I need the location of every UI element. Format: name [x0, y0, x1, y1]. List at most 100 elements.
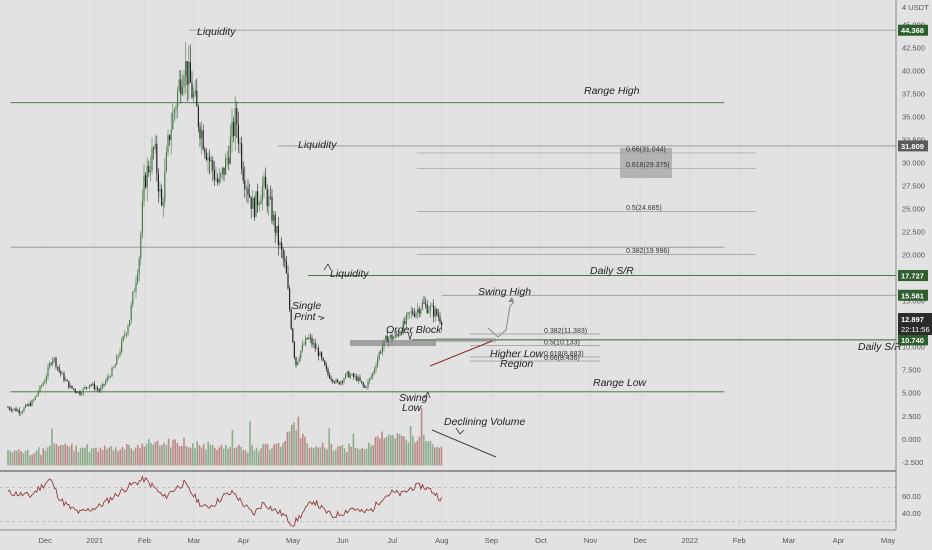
volume-bar [198, 445, 201, 466]
volume-bar [119, 449, 121, 466]
volume-bar [288, 430, 291, 466]
candle-body [178, 79, 180, 91]
candle-body [68, 381, 70, 388]
volume-bar [266, 443, 269, 466]
candle-body [289, 288, 291, 310]
volume-bar [165, 444, 168, 466]
candle-body [101, 384, 103, 388]
volume-bar [170, 447, 172, 466]
candle-body [167, 135, 169, 153]
current-price-badge: 12.897 22:11:56 [898, 313, 932, 336]
current-price-value: 12.897 [901, 315, 924, 324]
fib-small-label: 0.618(8.883) [544, 351, 584, 358]
candle-body [202, 130, 204, 150]
candle-body [417, 309, 419, 313]
candle-body [89, 384, 91, 388]
volume-bar [60, 444, 62, 466]
volume-bar [319, 447, 322, 466]
volume-bar [275, 443, 278, 466]
volume-bar [306, 443, 308, 466]
candle-body [58, 367, 60, 371]
candle-body [60, 370, 62, 374]
volume-bar [227, 448, 229, 466]
volume-bar [427, 441, 429, 466]
candle-body [237, 124, 239, 144]
time-tick-label: Jul [387, 536, 397, 545]
candle-body [274, 214, 276, 233]
fib-retracement: 0.66(31.044) 0.618(29.375) 0.5(24.685) 0.38… [417, 146, 756, 255]
level-badge-text: 15.581 [901, 291, 924, 300]
candle-body [341, 381, 343, 383]
candle-body [266, 188, 268, 207]
level-badge-bg [898, 270, 928, 282]
rsi-axis-ticks: 60.00 40.00 [902, 492, 921, 518]
volume-bar [299, 438, 302, 466]
candle-body [188, 61, 190, 85]
volume-bar [348, 443, 350, 466]
candle-body [271, 197, 273, 221]
candle-body [394, 334, 396, 338]
candle-body [18, 410, 20, 414]
candle-body [77, 391, 79, 393]
volume-bar [90, 448, 93, 466]
candle-body [105, 381, 107, 385]
candle-body [439, 317, 441, 323]
candle-body [233, 121, 235, 136]
candle-body [332, 379, 334, 382]
candle-body [41, 385, 43, 387]
candle-body [189, 61, 191, 83]
candle-body [393, 337, 395, 340]
candle-body [249, 194, 251, 197]
candle-body [257, 191, 259, 206]
price-tick-label: 2.500 [902, 412, 921, 421]
volume-bar [95, 447, 97, 466]
grid [44, 0, 889, 530]
candle-body [106, 377, 108, 382]
candle-body [293, 342, 295, 358]
candle-body [343, 378, 345, 382]
volume-bar [436, 446, 438, 466]
volume-bar [363, 449, 366, 466]
candle-body [69, 385, 71, 388]
candle-body [81, 393, 83, 395]
candle-body [141, 201, 143, 234]
volume-bar [53, 443, 55, 466]
time-tick-label: Apr [833, 536, 845, 545]
volume-bar [240, 447, 242, 466]
level-badge-bg [898, 24, 928, 36]
annotation-order-block: Order Block [386, 324, 442, 336]
volume-bar [379, 438, 381, 466]
candle-body [37, 391, 39, 395]
candle-body [133, 291, 135, 292]
volume-bar [247, 452, 249, 466]
candle-body [389, 334, 391, 338]
candle-body [247, 188, 249, 195]
candle-body [260, 201, 262, 205]
candle-body [170, 129, 172, 141]
volume-bar [112, 450, 115, 466]
annotation-single-print-2: Print [294, 311, 317, 323]
candle-body [52, 358, 54, 364]
candle-body [226, 157, 228, 159]
time-tick-label: Apr [238, 536, 250, 545]
volume-bar [361, 448, 363, 466]
candle-body [53, 358, 55, 359]
candle-body [231, 121, 233, 138]
candle-body [26, 404, 28, 406]
candle-body [396, 334, 398, 336]
volume-bar [253, 450, 256, 466]
volume-bar [236, 446, 238, 466]
volume-bar [321, 442, 324, 466]
candle-body [210, 160, 212, 162]
candle-body [13, 408, 15, 410]
volume-bar [200, 447, 203, 466]
candle-body [413, 314, 415, 317]
candle-body [31, 400, 33, 406]
candle-body [9, 407, 11, 410]
candle-body [305, 338, 307, 345]
annotation-swing-low-2: Low [402, 402, 423, 414]
candle-body [381, 346, 383, 353]
volume-bar [350, 446, 352, 466]
